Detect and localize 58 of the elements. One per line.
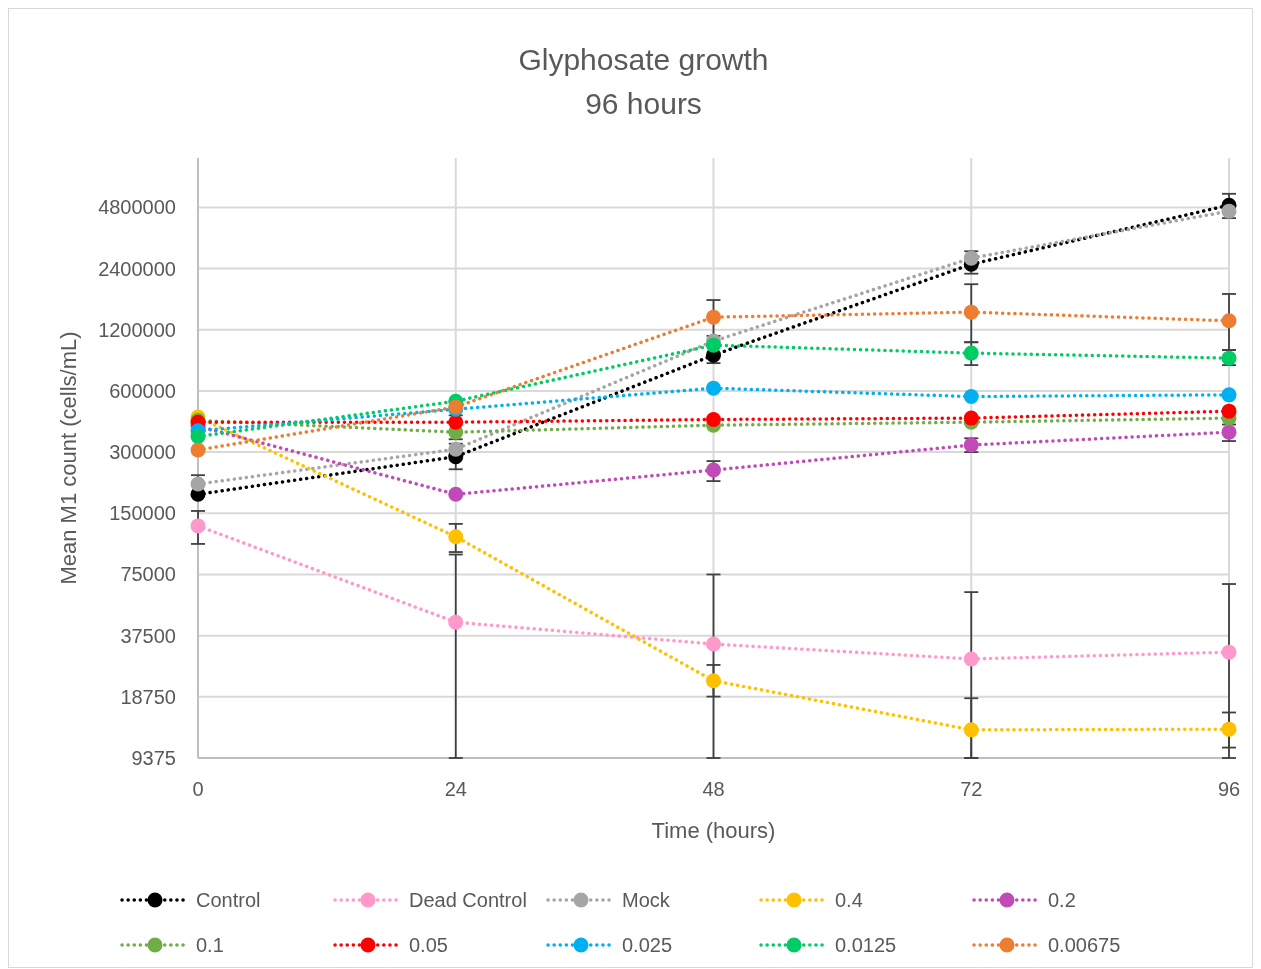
x-tick-label: 96	[1217, 778, 1241, 800]
legend-label: 0.05	[409, 934, 448, 956]
point	[706, 673, 721, 689]
point	[963, 722, 979, 738]
legend-label: 0.2	[1048, 889, 1076, 911]
y-tick-label: 9375	[131, 747, 176, 769]
y-tick-label: 300000	[109, 441, 176, 464]
point	[706, 337, 721, 353]
point	[706, 636, 721, 652]
y-tick-label: 37500	[120, 624, 176, 647]
point	[1221, 403, 1237, 419]
x-axis-title: Time (hours)	[651, 818, 776, 843]
y-tick-label: 75000	[120, 563, 176, 586]
point	[706, 412, 721, 428]
point	[963, 651, 979, 667]
point	[190, 518, 206, 534]
chart-subtitle: 96 hours	[585, 87, 702, 120]
y-tick-label: 18750	[120, 685, 176, 708]
point	[190, 429, 206, 445]
y-tick-label: 2400000	[98, 257, 176, 280]
x-tick-label: 0	[192, 778, 204, 800]
y-axis-title: Mean M1 count (cells/mL)	[56, 331, 81, 585]
y-tick-label: 4800000	[98, 196, 176, 219]
point	[448, 529, 464, 545]
legend-label: Dead Control	[409, 889, 527, 911]
point	[190, 476, 206, 492]
point	[963, 304, 979, 320]
y-tick-label: 1200000	[98, 318, 176, 341]
legend-label: 0.00675	[1048, 934, 1121, 956]
point	[706, 380, 721, 396]
y-tick-label: 600000	[109, 379, 176, 402]
chart-title: Glyphosate growth	[518, 43, 769, 76]
point	[190, 442, 206, 458]
point	[448, 414, 464, 430]
point	[963, 389, 979, 405]
y-tick-label: 150000	[109, 502, 176, 525]
point	[706, 462, 721, 478]
point	[448, 441, 464, 457]
point	[1221, 387, 1237, 403]
point	[706, 309, 721, 325]
legend-label: 0.0125	[835, 934, 897, 956]
point	[448, 486, 464, 502]
x-tick-label: 48	[702, 778, 725, 800]
point	[1221, 313, 1237, 329]
x-tick-label: 72	[960, 778, 983, 800]
point	[1221, 721, 1237, 737]
legend-label: 0.4	[835, 889, 863, 911]
point	[1221, 203, 1237, 219]
legend-label: 0.025	[622, 934, 673, 956]
legend-label: Mock	[622, 889, 671, 911]
legend-label: 0.1	[196, 934, 224, 956]
point	[963, 250, 979, 266]
legend-label: Control	[196, 889, 261, 911]
point	[963, 345, 979, 361]
point	[448, 614, 464, 630]
point	[963, 410, 979, 426]
point	[1221, 644, 1237, 660]
x-tick-label: 24	[444, 778, 467, 800]
